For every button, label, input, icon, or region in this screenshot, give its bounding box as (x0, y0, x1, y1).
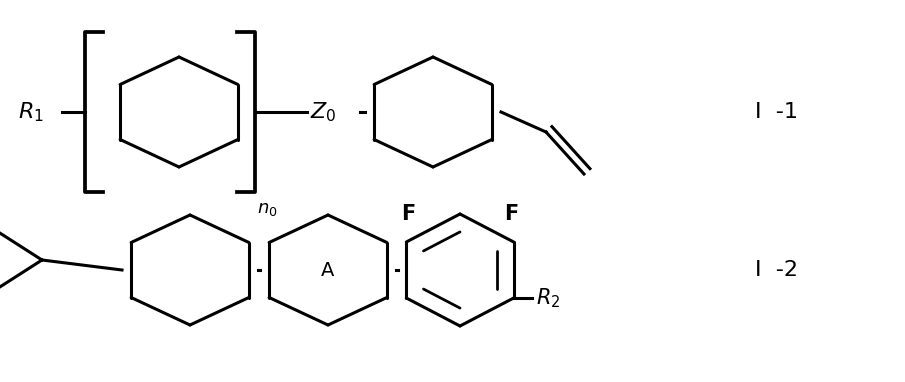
Text: F: F (505, 204, 519, 224)
Text: $R_1$: $R_1$ (18, 100, 43, 124)
Text: I  -1: I -1 (755, 102, 798, 122)
Text: F: F (401, 204, 415, 224)
Text: $n_0$: $n_0$ (257, 200, 278, 218)
Text: I  -2: I -2 (755, 260, 798, 280)
Text: A: A (321, 261, 335, 280)
Text: $Z_0$: $Z_0$ (310, 100, 337, 124)
Text: $R_2$: $R_2$ (536, 286, 560, 310)
